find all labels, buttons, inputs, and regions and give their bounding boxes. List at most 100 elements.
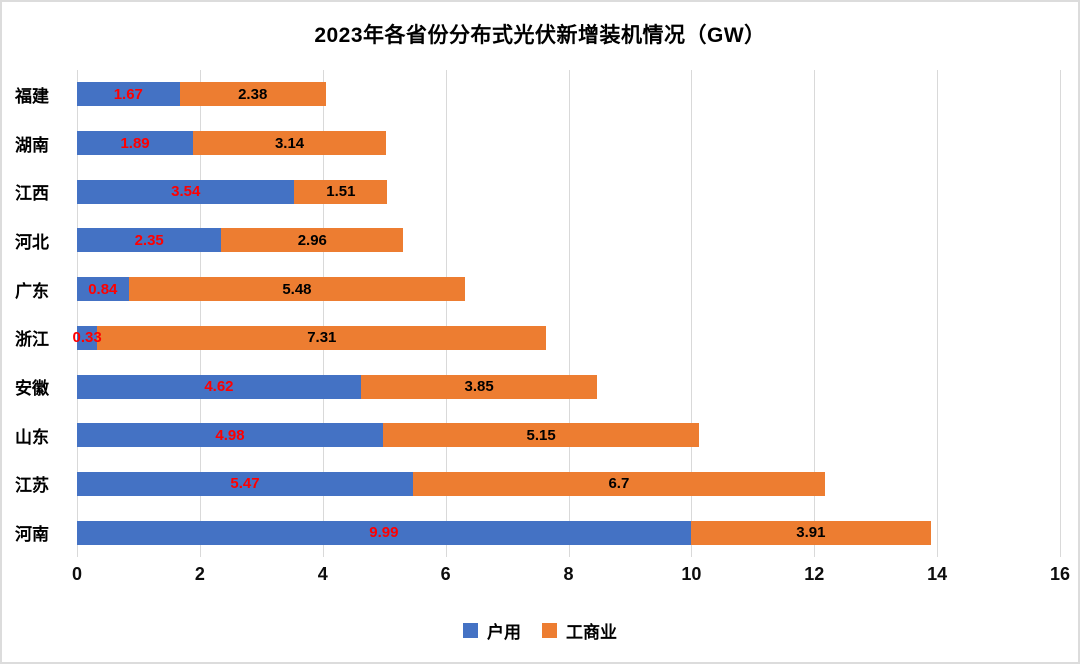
value-label: 9.99 xyxy=(369,524,399,542)
chart-row: 浙江 0.33 7.31 xyxy=(2,314,1060,363)
value-label: 5.47 xyxy=(230,475,260,493)
bar-segment-commercial: 3.14 xyxy=(193,131,387,156)
value-label: 1.51 xyxy=(326,183,356,201)
bar-segment-commercial: 3.91 xyxy=(690,520,931,545)
category-label: 福建 xyxy=(15,86,49,106)
bar-track: 5.47 6.7 xyxy=(77,471,1060,496)
x-tick-label: 0 xyxy=(71,564,83,584)
chart-row: 安徽 4.62 3.85 xyxy=(2,362,1060,411)
bar-track: 3.54 1.51 xyxy=(77,179,1060,204)
x-tick-label: 14 xyxy=(927,564,948,584)
category-label: 安徽 xyxy=(15,379,49,399)
chart-row: 江西 3.54 1.51 xyxy=(2,167,1060,216)
category-label: 湖南 xyxy=(15,135,49,155)
bar-segment-commercial: 7.31 xyxy=(97,325,547,350)
gridline xyxy=(814,70,816,557)
category-label: 河北 xyxy=(15,232,49,252)
x-tick-label: 8 xyxy=(563,564,574,584)
value-label: 0.33 xyxy=(72,329,102,347)
bar-segment-household: 1.67 xyxy=(77,82,180,107)
bar-track: 4.62 3.85 xyxy=(77,374,1060,399)
x-tick-label: 4 xyxy=(317,564,328,584)
legend: 户用 工商业 xyxy=(2,618,1078,643)
chart-title: 2023年各省份分布式光伏新增装机情况（GW） xyxy=(314,24,766,47)
bar-segment-commercial: 2.38 xyxy=(179,82,326,107)
category-label: 河南 xyxy=(15,525,49,545)
bar-segment-commercial: 1.51 xyxy=(294,179,388,204)
rows: 福建 1.67 2.38 湖南 1.89 3.14 江西 3.54 1.51 河北 2.35 2.96… xyxy=(2,70,1060,557)
gridline xyxy=(322,70,324,557)
chart-row: 江苏 5.47 6.7 xyxy=(2,460,1060,509)
bar-segment-commercial: 2.96 xyxy=(221,228,404,253)
gridline xyxy=(691,70,693,557)
plot-area xyxy=(77,70,1061,557)
value-label: 7.31 xyxy=(307,329,337,347)
value-label: 1.67 xyxy=(113,85,143,103)
value-label: 6.7 xyxy=(608,475,630,493)
bar-segment-household: 9.99 xyxy=(77,520,691,545)
bar-segment-household: 1.89 xyxy=(77,131,194,156)
chart-row: 山东 4.98 5.15 xyxy=(2,411,1060,460)
legend-label: 工商业 xyxy=(566,623,617,642)
bar-segment-household: 0.84 xyxy=(77,277,129,302)
bar-segment-household: 4.98 xyxy=(77,423,383,448)
x-tick-label: 6 xyxy=(440,564,451,584)
bar-track: 9.99 3.91 xyxy=(77,520,1060,545)
bar-segment-household: 3.54 xyxy=(77,179,295,204)
chart-row: 河北 2.35 2.96 xyxy=(2,216,1060,265)
value-label: 0.84 xyxy=(88,280,118,298)
category-label: 山东 xyxy=(15,427,49,447)
bar-segment-commercial: 6.7 xyxy=(413,471,825,496)
x-tick-label: 10 xyxy=(681,564,702,584)
category-label: 江苏 xyxy=(15,476,49,496)
bar-segment-commercial: 5.48 xyxy=(128,277,466,302)
bar-track: 1.89 3.14 xyxy=(77,131,1060,156)
bar-segment-household: 2.35 xyxy=(77,228,222,253)
bar-segment-commercial: 5.15 xyxy=(382,423,700,448)
value-label: 4.98 xyxy=(215,426,245,444)
value-label: 4.62 xyxy=(204,378,234,396)
value-label: 1.89 xyxy=(120,134,150,152)
legend-item-commercial: 工商业 xyxy=(542,618,617,643)
bar-track: 1.67 2.38 xyxy=(77,82,1060,107)
x-tick-label: 16 xyxy=(1049,564,1071,584)
bar-track: 0.84 5.48 xyxy=(77,277,1060,302)
bar-track: 0.33 7.31 xyxy=(73,325,1060,350)
gridline xyxy=(77,70,78,557)
gridline xyxy=(445,70,447,557)
chart-row: 河南 9.99 3.91 xyxy=(2,508,1060,557)
legend-label: 户用 xyxy=(487,623,521,642)
value-label: 3.85 xyxy=(464,378,494,396)
value-label: 3.14 xyxy=(274,134,305,152)
category-label: 广东 xyxy=(15,281,49,301)
bar-segment-household: 0.33 xyxy=(73,325,102,350)
value-label: 5.48 xyxy=(282,280,312,298)
bar-track: 4.98 5.15 xyxy=(77,423,1060,448)
bar-segment-commercial: 3.85 xyxy=(360,374,598,399)
gridline xyxy=(568,70,570,557)
value-label: 3.91 xyxy=(796,524,826,542)
value-label: 3.54 xyxy=(171,183,201,201)
bar-segment-household: 5.47 xyxy=(77,471,414,496)
legend-swatch-icon xyxy=(542,623,557,638)
gridline xyxy=(937,70,939,557)
chart-row: 广东 0.84 5.48 xyxy=(2,265,1060,314)
gridline xyxy=(199,70,201,557)
x-tick-label: 12 xyxy=(804,564,825,584)
bar-track: 2.35 2.96 xyxy=(77,228,1060,253)
value-label: 5.15 xyxy=(526,426,556,444)
x-axis: 0 2 4 6 8 10 12 14 16 xyxy=(72,564,1070,590)
legend-item-household: 户用 xyxy=(463,618,521,643)
value-label: 2.35 xyxy=(134,231,164,249)
bar-segment-household: 4.62 xyxy=(77,374,361,399)
chart-row: 湖南 1.89 3.14 xyxy=(2,119,1060,168)
x-tick-label: 2 xyxy=(194,564,205,584)
value-label: 2.96 xyxy=(297,231,327,249)
legend-swatch-icon xyxy=(463,623,478,638)
category-label: 江西 xyxy=(15,184,49,204)
category-label: 浙江 xyxy=(15,330,49,350)
value-label: 2.38 xyxy=(238,85,268,103)
chart-row: 福建 1.67 2.38 xyxy=(2,70,1060,119)
gridline xyxy=(1060,70,1061,557)
